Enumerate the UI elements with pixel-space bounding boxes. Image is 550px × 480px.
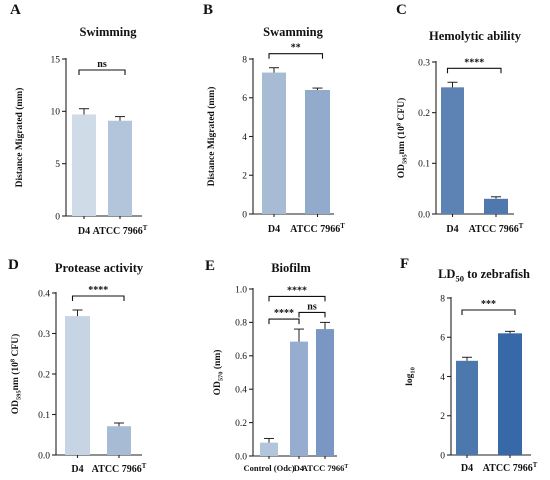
bar bbox=[316, 329, 334, 456]
y-tick-label: 10 bbox=[51, 108, 61, 118]
y-tick-label: 1.0 bbox=[235, 285, 247, 295]
x-tick-label: ATCC 7966T bbox=[302, 463, 349, 473]
y-axis-label: Distance Migrated (mm) bbox=[206, 87, 217, 187]
panel-a: A Swimming Distance Migrated (mm) 0 5 10 15 D4 A… bbox=[10, 2, 148, 237]
significance-label: **** bbox=[287, 285, 307, 296]
bar bbox=[108, 120, 132, 216]
significance-label: **** bbox=[88, 285, 108, 296]
y-tick-label: 15 bbox=[51, 55, 61, 65]
panel-letter: E bbox=[205, 258, 215, 274]
bar bbox=[65, 316, 90, 455]
y-tick-label: 2 bbox=[242, 172, 247, 182]
chart-title: Hemolytic ability bbox=[429, 29, 522, 43]
x-tick-label: Control (Odc) bbox=[243, 463, 294, 473]
significance-bracket bbox=[446, 67, 502, 74]
y-tick-label: 8 bbox=[242, 55, 247, 65]
y-tick-label: 0.3 bbox=[38, 330, 50, 340]
chart-title: LD50 to zebrafish bbox=[438, 267, 530, 284]
panel-letter: C bbox=[396, 2, 407, 18]
panel-letter: A bbox=[10, 2, 21, 18]
bar bbox=[107, 426, 131, 455]
y-axis-label: OD595nm (108 CFU) bbox=[395, 98, 408, 179]
y-tick-label: 8 bbox=[440, 294, 445, 304]
y-tick-label: 0.6 bbox=[235, 352, 247, 362]
x-tick-label: ATCC 7966T bbox=[483, 462, 538, 474]
significance-bracket bbox=[78, 69, 126, 75]
bar bbox=[260, 442, 278, 456]
panel-e: E Biofilm OD570 (nm) 0.0 0.2 0.4 0.6 0.8 1.0 Cont… bbox=[205, 258, 348, 473]
panel-letter: D bbox=[8, 257, 19, 273]
y-tick-label: 0 bbox=[440, 451, 445, 461]
significance-bracket bbox=[71, 295, 125, 302]
bar bbox=[72, 114, 96, 216]
panel-b: B Swamming Distance Migrated (mm) 0 2 4 6 8 D4 AT… bbox=[203, 2, 345, 235]
chart-title: Protease activity bbox=[55, 261, 144, 275]
bar bbox=[484, 198, 508, 214]
x-tick-label: ATCC 7966T bbox=[469, 223, 524, 235]
x-tick-label: D4 bbox=[71, 464, 83, 475]
y-tick-label: 0.2 bbox=[235, 419, 247, 429]
y-tick-label: 5 bbox=[55, 160, 60, 170]
panel-d: D Protease activity OD595nm (108 CFU) 0.0 0.… bbox=[8, 257, 147, 475]
y-tick-label: 0.3 bbox=[418, 58, 430, 68]
y-tick-label: 0.4 bbox=[38, 289, 50, 299]
y-axis-label: log10 bbox=[405, 367, 417, 386]
y-axis-label: OD570 (nm) bbox=[212, 350, 225, 396]
significance-label: **** bbox=[274, 308, 294, 319]
x-tick-label: ATCC 7966T bbox=[92, 463, 147, 475]
x-tick-label: D4 bbox=[294, 463, 305, 473]
y-axis-label: OD595nm (108 CFU) bbox=[9, 334, 22, 415]
x-tick-label: D4 bbox=[78, 226, 90, 237]
y-tick-label: 0 bbox=[242, 210, 247, 220]
x-tick-label: D4 bbox=[268, 224, 280, 235]
y-tick-label: 0.1 bbox=[418, 160, 430, 170]
chart-title: Swamming bbox=[263, 25, 323, 39]
y-tick-label: 0.0 bbox=[418, 210, 430, 220]
y-tick-label: 0.4 bbox=[235, 386, 247, 396]
x-tick-label: D4 bbox=[461, 463, 473, 474]
y-tick-label: 0 bbox=[55, 212, 60, 222]
bar bbox=[305, 90, 330, 214]
significance-label: ** bbox=[291, 43, 301, 54]
chart-title: Swimming bbox=[80, 25, 138, 39]
y-tick-label: 6 bbox=[440, 334, 445, 344]
significance-bracket bbox=[298, 311, 326, 318]
bar bbox=[262, 72, 286, 214]
significance-label: **** bbox=[464, 57, 484, 68]
bar bbox=[290, 341, 308, 456]
y-tick-label: 0.1 bbox=[38, 411, 50, 421]
chart-title: Biofilm bbox=[271, 261, 311, 275]
significance-bracket bbox=[461, 309, 516, 315]
y-tick-label: 0.2 bbox=[38, 370, 50, 380]
y-axis-label: Distance Migrated (mm) bbox=[14, 88, 25, 188]
significance-bracket bbox=[268, 53, 324, 59]
x-tick-label: D4 bbox=[446, 224, 458, 235]
y-tick-label: 4 bbox=[440, 373, 445, 383]
y-tick-label: 0.0 bbox=[38, 451, 50, 461]
bar bbox=[441, 87, 464, 214]
panel-letter: B bbox=[203, 2, 213, 18]
significance-bracket bbox=[268, 295, 326, 302]
significance-label: ns bbox=[97, 59, 107, 70]
panel-letter: F bbox=[400, 256, 409, 272]
panel-f: F LD50 to zebrafish log10 0 2 4 6 8 D4 ATCC 7966T… bbox=[400, 256, 538, 474]
significance-label: ns bbox=[307, 301, 317, 312]
bar bbox=[498, 333, 522, 455]
significance-bracket bbox=[268, 318, 300, 325]
y-tick-label: 4 bbox=[242, 133, 247, 143]
significance-label: *** bbox=[481, 299, 496, 310]
x-tick-label: ATCC 7966T bbox=[290, 223, 345, 235]
y-tick-label: 0.0 bbox=[235, 452, 247, 462]
y-tick-label: 0.8 bbox=[235, 319, 247, 329]
y-tick-label: 0.2 bbox=[418, 109, 430, 119]
y-tick-label: 6 bbox=[242, 94, 247, 104]
y-tick-label: 2 bbox=[440, 412, 445, 422]
bar bbox=[456, 360, 478, 455]
x-tick-label: ATCC 7966T bbox=[93, 225, 148, 237]
panel-c: C Hemolytic ability OD595nm (108 CFU) 0.0 0.… bbox=[395, 2, 523, 235]
